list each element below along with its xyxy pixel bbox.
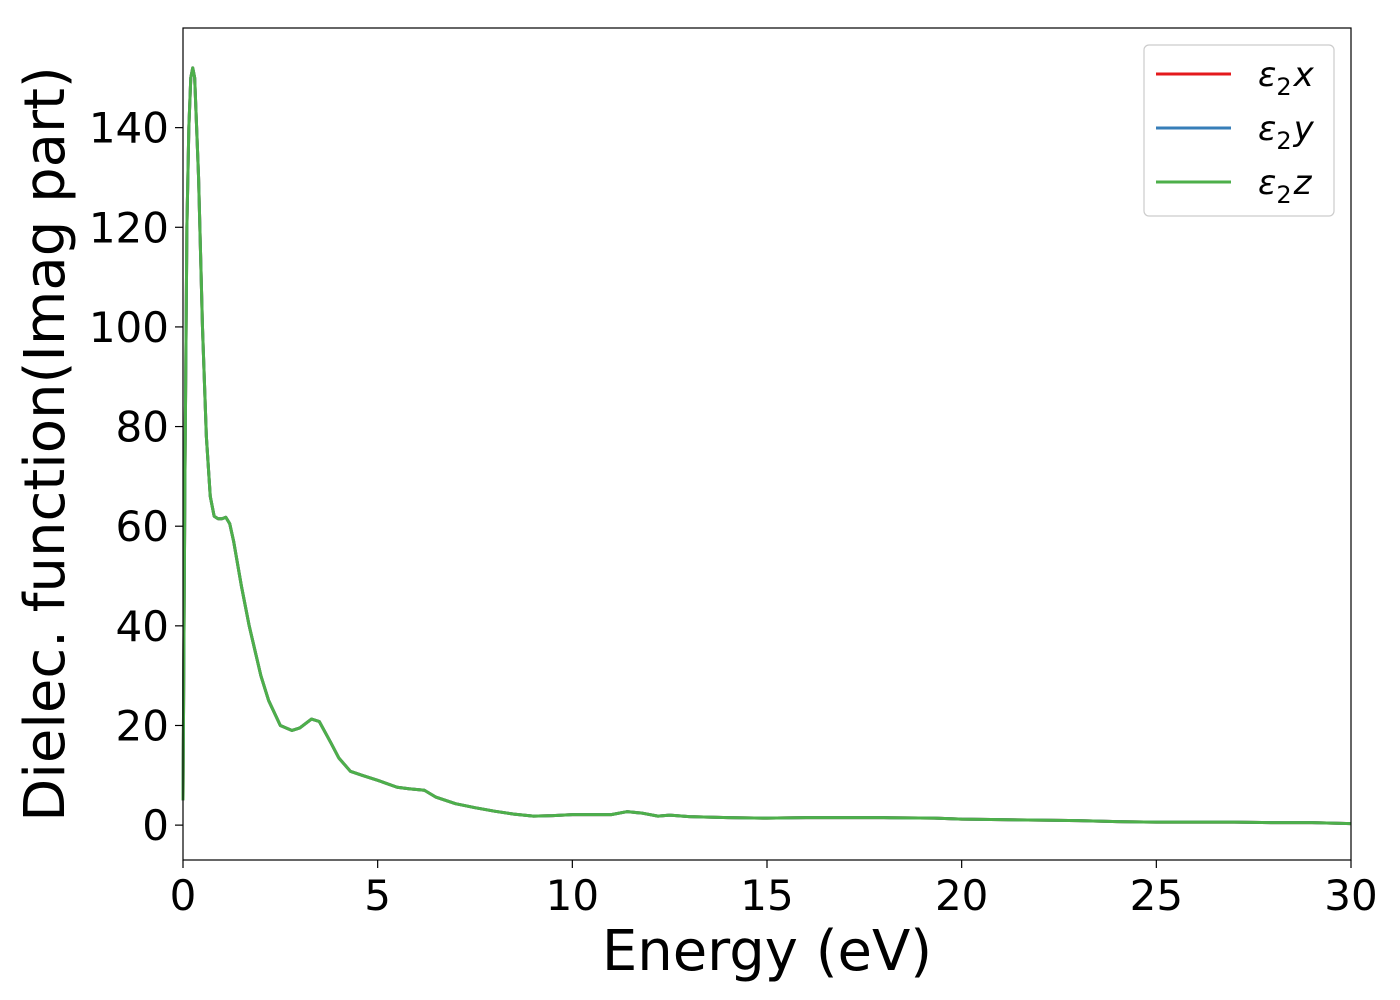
series-layer xyxy=(181,66,1352,826)
y-tick-label: 80 xyxy=(116,403,169,452)
y-tick-label: 40 xyxy=(116,602,169,651)
legend-label-x: ε2x xyxy=(1258,55,1315,101)
legend: ε2x ε2y ε2z xyxy=(1143,44,1335,217)
y-tick-label: 20 xyxy=(116,701,169,750)
x-tick-label: 25 xyxy=(1130,871,1183,920)
y-tick-label: 120 xyxy=(89,203,169,252)
y-tick-label: 60 xyxy=(116,502,169,551)
x-axis-ticks: 0 5 10 15 20 25 30 xyxy=(170,860,1378,920)
x-tick-label: 20 xyxy=(935,871,988,920)
y-tick-label: 100 xyxy=(89,303,169,352)
y-tick-label: 0 xyxy=(142,801,169,850)
y-tick-label: 140 xyxy=(89,104,169,153)
legend-box xyxy=(1143,44,1335,217)
x-tick-label: 10 xyxy=(546,871,599,920)
y-axis-ticks: 0 20 40 60 80 100 120 140 xyxy=(89,104,183,850)
x-tick-label: 15 xyxy=(740,871,793,920)
x-tick-label: 0 xyxy=(170,871,197,920)
x-tick-label: 30 xyxy=(1324,871,1377,920)
x-axis-label: Energy (eV) xyxy=(602,919,932,984)
series-line-z xyxy=(181,66,1352,826)
legend-label-y: ε2y xyxy=(1258,109,1315,155)
legend-label-z: ε2z xyxy=(1258,163,1313,209)
y-axis-label: Dielec. function(Imag part) xyxy=(13,66,78,822)
x-tick-label: 5 xyxy=(364,871,391,920)
